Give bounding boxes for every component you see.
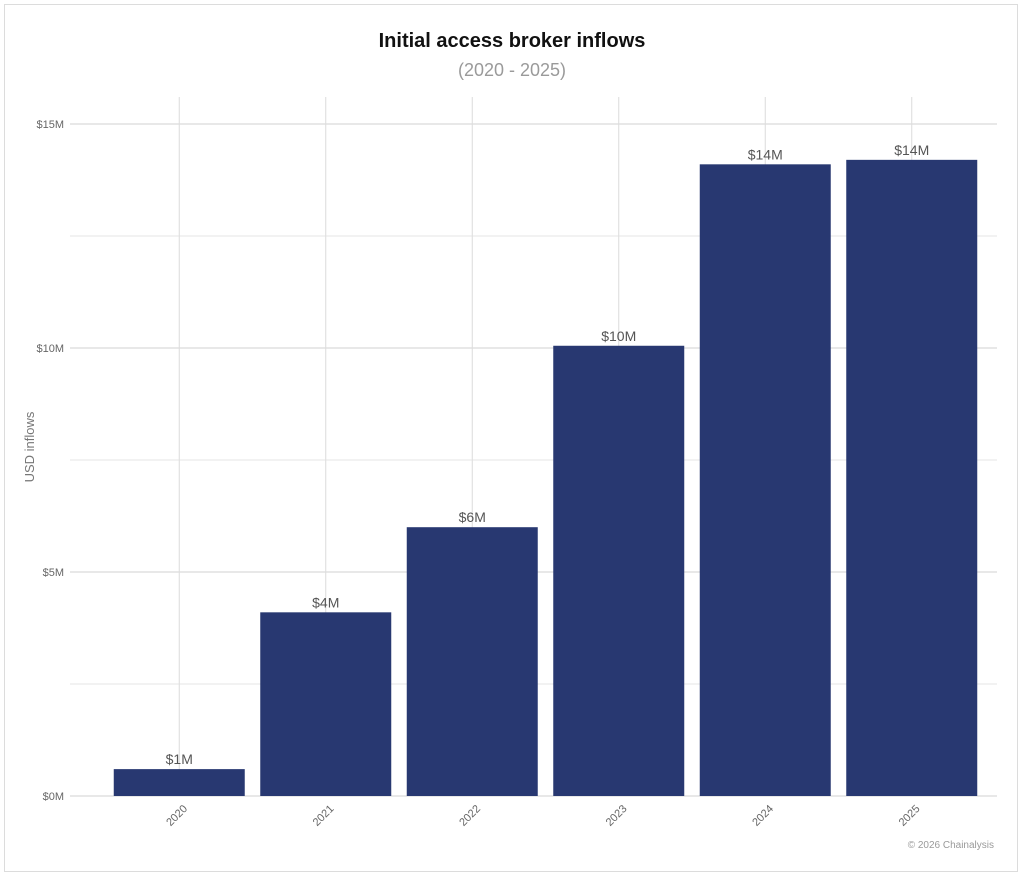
bar-2023 bbox=[553, 345, 685, 796]
data-label-2022: $6M bbox=[459, 509, 486, 525]
y-axis-title: USD inflows bbox=[22, 411, 37, 482]
bar-2021 bbox=[260, 612, 392, 796]
data-label-2021: $4M bbox=[312, 594, 339, 610]
x-tick-label: 2023 bbox=[604, 803, 630, 829]
data-label-2025: $14M bbox=[894, 142, 929, 158]
x-tick-label: 2020 bbox=[164, 803, 190, 829]
bar-2024 bbox=[699, 164, 831, 796]
bar-2020 bbox=[113, 769, 245, 796]
y-tick-label: $5M bbox=[43, 567, 64, 579]
chart-title: Initial access broker inflows bbox=[378, 30, 646, 52]
data-label-2023: $10M bbox=[601, 328, 636, 344]
bar-2025 bbox=[846, 159, 978, 797]
bar-2022 bbox=[406, 527, 538, 796]
y-tick-label: $10M bbox=[36, 343, 64, 355]
x-tick-label: 2021 bbox=[311, 803, 337, 829]
data-label-2024: $14M bbox=[748, 146, 783, 162]
x-tick-label: 2022 bbox=[457, 803, 483, 829]
y-tick-label: $15M bbox=[36, 119, 64, 131]
data-label-2020: $1M bbox=[166, 751, 193, 767]
copyright-credit: © 2026 Chainalysis bbox=[907, 840, 994, 851]
x-tick-label: 2024 bbox=[750, 803, 776, 829]
chart-subtitle: (2020 - 2025) bbox=[457, 60, 567, 80]
x-tick-label: 2025 bbox=[897, 803, 923, 829]
y-tick-label: $0M bbox=[43, 791, 64, 803]
